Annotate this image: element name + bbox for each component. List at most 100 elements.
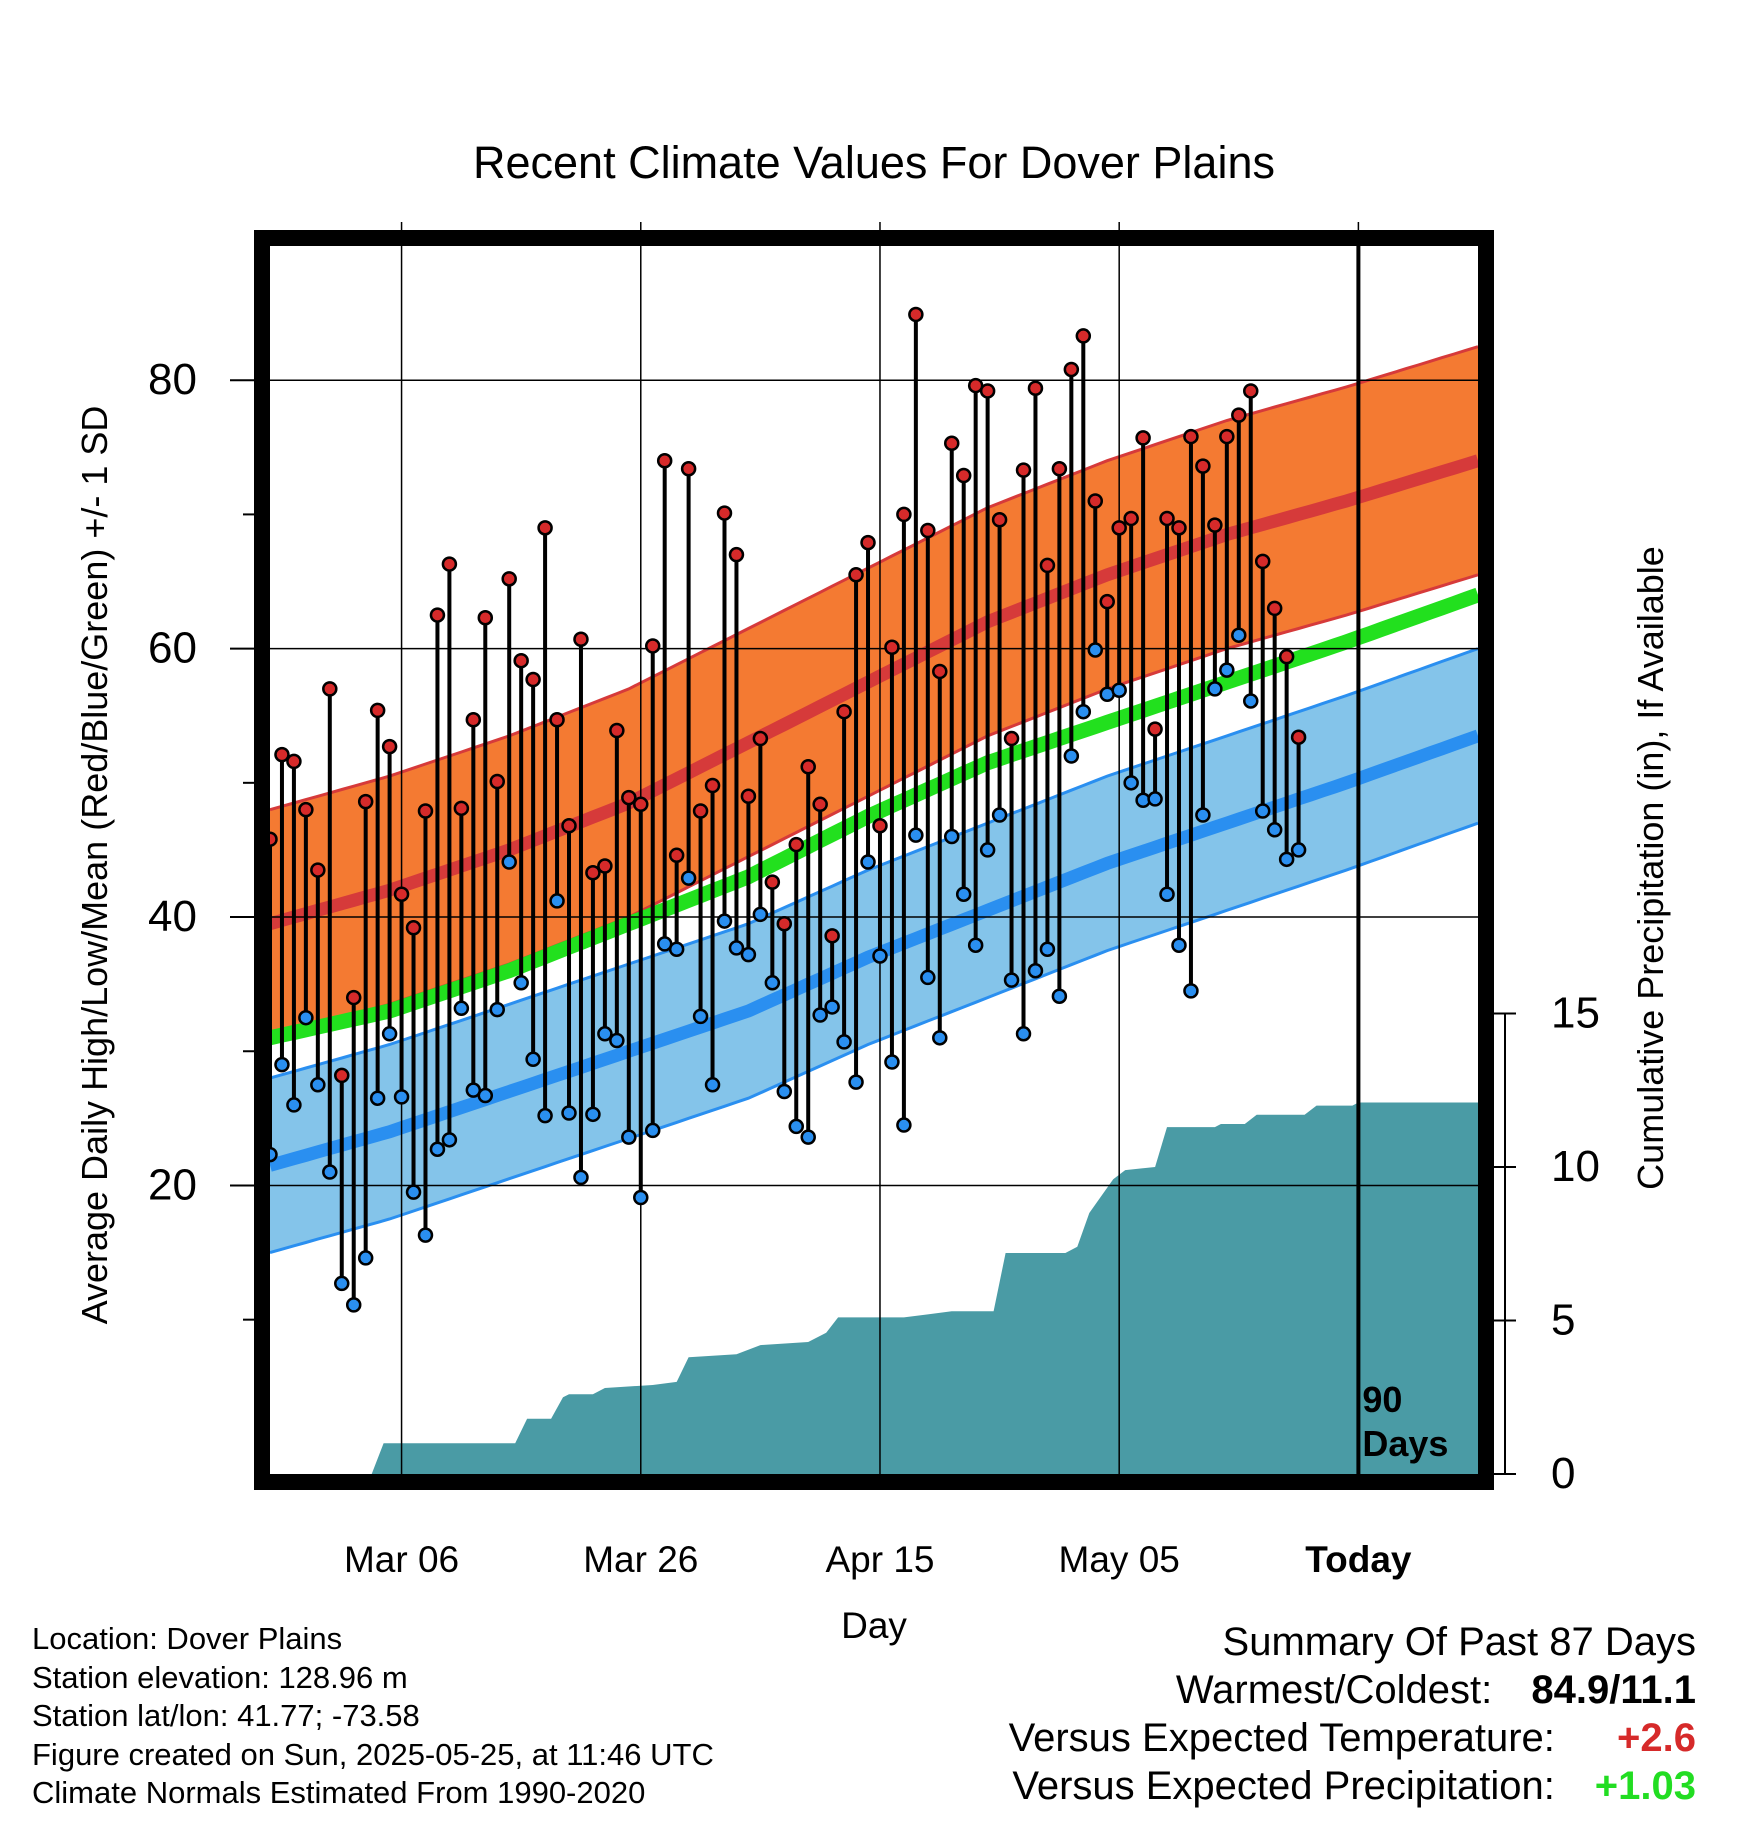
daily-low-point bbox=[561, 1105, 577, 1121]
daily-high-point bbox=[848, 567, 864, 583]
daily-high-point bbox=[1135, 430, 1151, 446]
daily-low-point bbox=[1087, 642, 1104, 658]
daily-low-point bbox=[932, 1030, 948, 1046]
precip-area bbox=[270, 1102, 1478, 1474]
daily-low-point bbox=[1219, 662, 1235, 678]
daily-high-point bbox=[800, 758, 816, 775]
normals-text: Climate Normals Estimated From 1990-2020 bbox=[32, 1775, 646, 1810]
daily-high-point bbox=[1027, 380, 1044, 397]
x-tick-label: Mar 06 bbox=[344, 1539, 459, 1580]
daily-low-point bbox=[860, 854, 876, 870]
daily-high-point bbox=[513, 652, 529, 669]
daily-high-point bbox=[668, 847, 685, 864]
daily-low-point bbox=[1039, 941, 1056, 957]
daily-high-point bbox=[274, 746, 290, 763]
normal-low-upper-edge bbox=[270, 647, 1478, 1080]
daily-high-point bbox=[728, 546, 745, 563]
daily-high-point bbox=[1254, 553, 1271, 570]
daily-low-point bbox=[1027, 962, 1044, 979]
created-text: Figure created on Sun, 2025-05-25, at 11… bbox=[32, 1736, 714, 1772]
daily-high-point bbox=[1075, 328, 1092, 344]
daily-low-point bbox=[369, 1090, 386, 1106]
normal-low-lower-edge bbox=[270, 821, 1478, 1255]
precip-value: +1.03 bbox=[1594, 1764, 1696, 1808]
daily-low-point bbox=[453, 1000, 470, 1017]
daily-low-point bbox=[1183, 983, 1199, 999]
y2-tick-label: 10 bbox=[1551, 1142, 1600, 1191]
daily-high-point bbox=[920, 522, 936, 539]
daily-low-point bbox=[812, 1007, 828, 1023]
daily-high-point bbox=[597, 858, 613, 874]
daily-low-point bbox=[381, 1026, 398, 1042]
today-annotation: Days bbox=[1362, 1423, 1448, 1464]
daily-low-point bbox=[680, 870, 697, 886]
x-tick-label: Mar 26 bbox=[583, 1539, 698, 1580]
daily-high-point bbox=[633, 796, 649, 813]
daily-low-point bbox=[836, 1034, 852, 1050]
chart-title: Recent Climate Values For Dover Plains bbox=[473, 137, 1275, 188]
daily-high-point bbox=[860, 534, 876, 551]
daily-high-point bbox=[1278, 648, 1295, 665]
daily-high-point bbox=[824, 928, 840, 944]
daily-high-point bbox=[1099, 593, 1115, 610]
daily-high-point bbox=[310, 862, 326, 878]
daily-high-point bbox=[1219, 428, 1235, 445]
daily-high-point bbox=[764, 874, 781, 890]
daily-low-point bbox=[800, 1129, 816, 1145]
daily-high-point bbox=[489, 773, 505, 790]
daily-high-point bbox=[740, 788, 757, 805]
daily-low-point bbox=[597, 1026, 613, 1042]
daily-low-point bbox=[1063, 748, 1080, 764]
y2-axis-label: Cumulative Precipitation (in), If Availa… bbox=[1630, 546, 1671, 1190]
daily-high-point bbox=[836, 703, 852, 720]
daily-low-point bbox=[345, 1297, 362, 1313]
daily-high-point bbox=[716, 505, 733, 521]
summary-heading: Summary Of Past 87 Days bbox=[1222, 1620, 1696, 1664]
y2-tick-label: 5 bbox=[1551, 1296, 1575, 1345]
daily-high-point bbox=[453, 800, 470, 817]
daily-low-point bbox=[1123, 775, 1139, 791]
y-axis-label: Average Daily High/Low/Mean (Red/Blue/Gr… bbox=[74, 406, 115, 1325]
normal-high-band bbox=[270, 346, 1478, 1038]
daily-high-point bbox=[1039, 557, 1056, 574]
daily-high-point bbox=[537, 520, 553, 536]
daily-high-point bbox=[585, 864, 601, 881]
daily-high-point bbox=[896, 506, 912, 523]
temp-value: +2.6 bbox=[1617, 1716, 1696, 1760]
daily-low-point bbox=[1195, 807, 1211, 823]
daily-high-point bbox=[621, 789, 637, 806]
daily-high-point bbox=[812, 796, 828, 813]
daily-high-point bbox=[573, 631, 589, 647]
daily-high-point bbox=[417, 803, 434, 819]
daily-low-point bbox=[357, 1250, 374, 1266]
x-axis-label: Day bbox=[841, 1605, 907, 1646]
daily-high-point bbox=[932, 663, 948, 680]
normal-high-mean-line bbox=[270, 454, 1478, 930]
daily-high-point bbox=[357, 793, 374, 810]
daily-low-point bbox=[441, 1132, 458, 1148]
daily-low-point bbox=[967, 937, 984, 953]
normal-high-upper-edge bbox=[270, 345, 1478, 812]
daily-low-point bbox=[1003, 972, 1020, 988]
daily-high-point bbox=[1003, 730, 1020, 747]
daily-high-point bbox=[1243, 383, 1259, 399]
daily-low-point bbox=[501, 854, 517, 870]
daily-high-point bbox=[525, 671, 541, 688]
daily-high-point bbox=[979, 383, 996, 399]
daily-high-point bbox=[609, 722, 625, 739]
daily-low-point bbox=[417, 1227, 434, 1243]
location-text: Location: Dover Plains bbox=[32, 1621, 343, 1656]
daily-low-point bbox=[704, 1077, 721, 1093]
daily-low-point bbox=[752, 906, 769, 923]
daily-high-point bbox=[298, 801, 314, 818]
daily-high-point bbox=[884, 639, 900, 656]
daily-high-point bbox=[369, 702, 386, 719]
daily-low-point bbox=[477, 1087, 494, 1104]
daily-low-point bbox=[513, 975, 529, 991]
summary-warmest-row: Warmest/Coldest: 84.9/11.1 bbox=[1009, 1666, 1696, 1714]
daily-low-point bbox=[1111, 682, 1127, 698]
daily-high-point bbox=[1051, 461, 1068, 477]
daily-low-point bbox=[310, 1077, 326, 1093]
daily-high-point bbox=[393, 886, 410, 902]
